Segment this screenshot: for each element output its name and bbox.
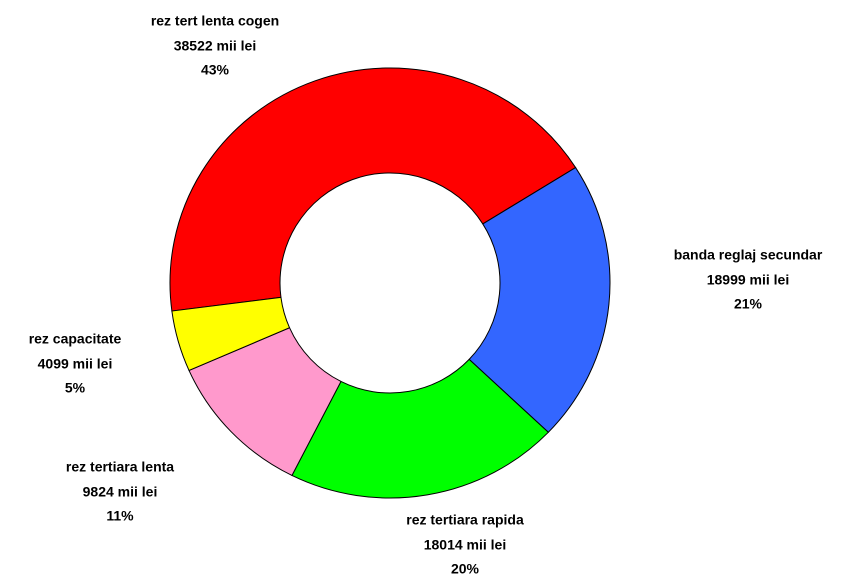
slice-percent: 21%: [734, 296, 763, 312]
slice-value-label: 18999 mii lei: [707, 272, 790, 288]
donut-slice: [291, 358, 550, 499]
slice-category: rez capacitate: [29, 331, 122, 347]
slice-percent: 11%: [106, 508, 134, 524]
slice-value-label: 18014 mii lei: [424, 537, 507, 553]
slice-category: banda reglaj secundar: [674, 247, 823, 263]
donut-slice: [169, 67, 577, 312]
donut-slice: [171, 296, 291, 372]
donut-slice: [468, 166, 611, 433]
slice-percent: 43%: [201, 62, 230, 78]
slice-category: rez tertiara lenta: [66, 459, 174, 475]
slice-value-label: 38522 mii lei: [174, 38, 257, 54]
slice-category: rez tertiara rapida: [406, 512, 524, 528]
slice-category: rez tert lenta cogen: [151, 13, 279, 29]
slice-percent: 20%: [451, 561, 480, 574]
slice-value-label: 9824 mii lei: [83, 484, 158, 500]
slice-percent: 5%: [65, 380, 86, 396]
slice-value-label: 4099 mii lei: [38, 356, 113, 372]
